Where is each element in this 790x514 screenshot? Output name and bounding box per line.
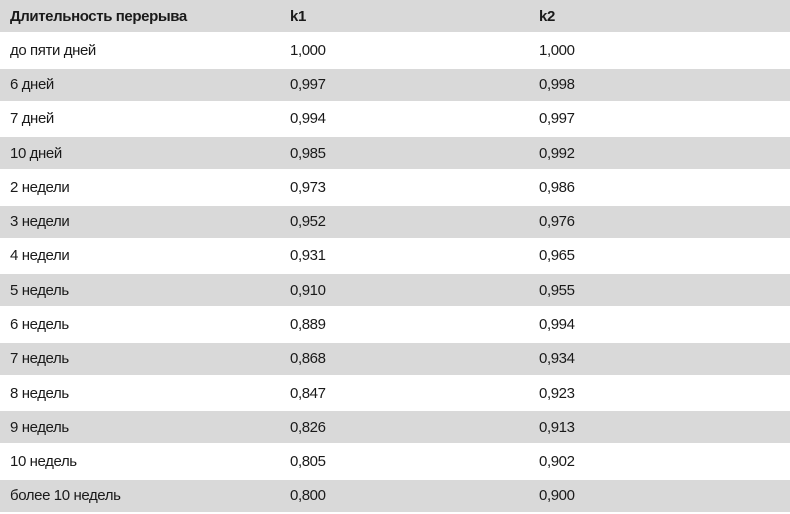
- cell-duration: до пяти дней: [0, 34, 290, 69]
- cell-k2: 0,934: [539, 342, 790, 377]
- cell-k1: 0,805: [290, 445, 539, 480]
- table-row: 6 дней 0,997 0,998: [0, 68, 790, 103]
- cell-duration: 6 недель: [0, 308, 290, 343]
- table-row: 8 недель 0,847 0,923: [0, 377, 790, 412]
- cell-k2: 0,986: [539, 171, 790, 206]
- cell-duration: 8 недель: [0, 377, 290, 412]
- cell-k2: 0,913: [539, 411, 790, 446]
- cell-k2: 0,965: [539, 240, 790, 275]
- cell-k2: 0,997: [539, 103, 790, 138]
- table-row: более 10 недель 0,800 0,900: [0, 479, 790, 514]
- cell-k2: 1,000: [539, 34, 790, 69]
- cell-duration: 7 недель: [0, 342, 290, 377]
- table-row: 10 дней 0,985 0,992: [0, 137, 790, 172]
- table-row: 2 недели 0,973 0,986: [0, 171, 790, 206]
- cell-k1: 0,931: [290, 240, 539, 275]
- header-k2: k2: [539, 0, 790, 35]
- table-row: 9 недель 0,826 0,913: [0, 411, 790, 446]
- cell-k2: 0,923: [539, 377, 790, 412]
- cell-k1: 0,973: [290, 171, 539, 206]
- cell-duration: 6 дней: [0, 68, 290, 103]
- table-row: 5 недель 0,910 0,955: [0, 274, 790, 309]
- cell-k1: 0,826: [290, 411, 539, 446]
- cell-k1: 0,997: [290, 68, 539, 103]
- header-k1: k1: [290, 0, 539, 35]
- cell-k1: 0,847: [290, 377, 539, 412]
- cell-duration: 9 недель: [0, 411, 290, 446]
- table-header-row: Длительность перерыва k1 k2: [0, 0, 790, 35]
- table-row: 4 недели 0,931 0,965: [0, 240, 790, 275]
- cell-k1: 0,952: [290, 205, 539, 240]
- cell-duration: 10 недель: [0, 445, 290, 480]
- cell-k1: 0,985: [290, 137, 539, 172]
- cell-duration: 4 недели: [0, 240, 290, 275]
- cell-k1: 1,000: [290, 34, 539, 69]
- cell-duration: 7 дней: [0, 103, 290, 138]
- cell-k2: 0,992: [539, 137, 790, 172]
- cell-k1: 0,910: [290, 274, 539, 309]
- table-row: до пяти дней 1,000 1,000: [0, 34, 790, 69]
- cell-k2: 0,902: [539, 445, 790, 480]
- cell-k1: 0,889: [290, 308, 539, 343]
- table-row: 7 дней 0,994 0,997: [0, 103, 790, 138]
- table-row: 7 недель 0,868 0,934: [0, 342, 790, 377]
- cell-duration: 5 недель: [0, 274, 290, 309]
- cell-k2: 0,994: [539, 308, 790, 343]
- cell-k1: 0,800: [290, 479, 539, 514]
- table-row: 10 недель 0,805 0,902: [0, 445, 790, 480]
- cell-k2: 0,900: [539, 479, 790, 514]
- cell-k1: 0,994: [290, 103, 539, 138]
- cell-k1: 0,868: [290, 342, 539, 377]
- cell-duration: более 10 недель: [0, 479, 290, 514]
- cell-duration: 3 недели: [0, 205, 290, 240]
- cell-duration: 10 дней: [0, 137, 290, 172]
- table-row: 3 недели 0,952 0,976: [0, 205, 790, 240]
- cell-k2: 0,976: [539, 205, 790, 240]
- table-row: 6 недель 0,889 0,994: [0, 308, 790, 343]
- cell-k2: 0,998: [539, 68, 790, 103]
- cell-k2: 0,955: [539, 274, 790, 309]
- cell-duration: 2 недели: [0, 171, 290, 206]
- header-duration: Длительность перерыва: [0, 0, 290, 35]
